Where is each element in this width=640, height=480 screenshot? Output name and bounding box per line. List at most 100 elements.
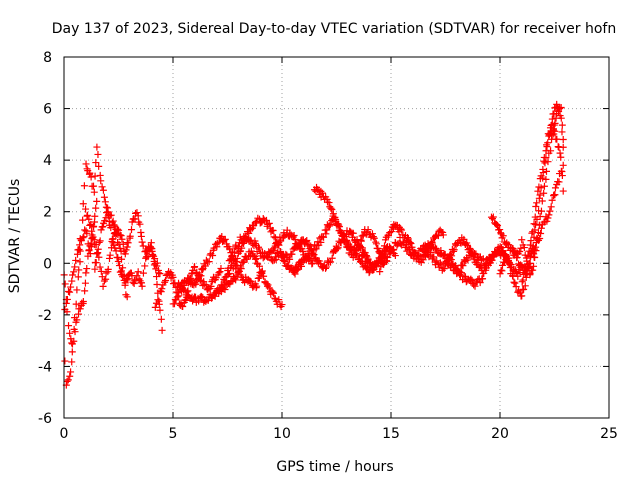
data-point bbox=[138, 282, 146, 290]
data-point bbox=[237, 265, 245, 273]
data-point bbox=[520, 244, 528, 252]
data-point bbox=[269, 288, 277, 296]
data-point bbox=[269, 226, 277, 234]
data-point bbox=[558, 121, 566, 129]
data-point bbox=[521, 282, 529, 290]
data-point bbox=[323, 226, 331, 234]
data-point bbox=[516, 247, 524, 255]
data-point bbox=[118, 235, 126, 243]
data-point bbox=[149, 251, 157, 259]
data-point bbox=[402, 241, 410, 249]
data-point bbox=[99, 223, 107, 231]
data-point bbox=[537, 224, 545, 232]
data-point bbox=[134, 212, 142, 220]
data-point bbox=[551, 127, 559, 135]
data-point bbox=[543, 217, 551, 225]
data-point bbox=[211, 292, 219, 300]
data-point bbox=[91, 265, 99, 273]
data-point bbox=[350, 245, 358, 253]
data-point bbox=[265, 219, 273, 227]
data-point bbox=[322, 230, 330, 238]
track-1 bbox=[61, 197, 101, 389]
data-point bbox=[532, 220, 540, 228]
data-point bbox=[93, 249, 101, 257]
data-point bbox=[550, 192, 558, 200]
data-point bbox=[96, 237, 104, 245]
data-point bbox=[216, 285, 224, 293]
data-point bbox=[489, 215, 497, 223]
data-point bbox=[358, 244, 366, 252]
data-point bbox=[511, 279, 519, 287]
data-point bbox=[79, 200, 87, 208]
data-point bbox=[441, 250, 449, 258]
data-point bbox=[217, 264, 225, 272]
data-point bbox=[390, 246, 398, 254]
data-point bbox=[322, 264, 330, 272]
data-point bbox=[518, 236, 526, 244]
data-point bbox=[506, 264, 514, 272]
data-point bbox=[124, 239, 132, 247]
data-point bbox=[70, 268, 78, 276]
data-point bbox=[82, 269, 90, 277]
data-point bbox=[557, 114, 565, 122]
data-point bbox=[546, 207, 554, 215]
data-point bbox=[155, 269, 163, 277]
data-point bbox=[181, 286, 189, 294]
data-point bbox=[530, 233, 538, 241]
data-point bbox=[359, 231, 367, 239]
data-point bbox=[382, 253, 390, 261]
data-point bbox=[302, 237, 310, 245]
data-point bbox=[291, 235, 299, 243]
data-point bbox=[264, 254, 272, 262]
data-point bbox=[205, 258, 213, 266]
data-point bbox=[232, 257, 240, 265]
data-point bbox=[146, 243, 154, 251]
data-point bbox=[294, 265, 302, 273]
x-tick-label: 10 bbox=[273, 426, 291, 442]
data-point bbox=[456, 268, 464, 276]
data-point bbox=[63, 377, 71, 385]
data-point bbox=[386, 250, 394, 258]
data-point bbox=[404, 244, 412, 252]
data-point bbox=[92, 259, 100, 267]
data-point bbox=[139, 242, 147, 250]
track-6 bbox=[169, 232, 266, 308]
data-point bbox=[433, 257, 441, 265]
data-point bbox=[86, 221, 94, 229]
data-point bbox=[195, 271, 203, 279]
data-point bbox=[79, 298, 87, 306]
data-point bbox=[251, 255, 259, 263]
data-point bbox=[238, 238, 246, 246]
data-point bbox=[225, 269, 233, 277]
data-point bbox=[100, 193, 108, 201]
data-point bbox=[255, 262, 263, 270]
data-point bbox=[325, 199, 333, 207]
data-point bbox=[528, 229, 536, 237]
data-point bbox=[245, 229, 253, 237]
data-point bbox=[252, 255, 260, 263]
data-point bbox=[542, 147, 550, 155]
data-point bbox=[278, 301, 286, 309]
data-point bbox=[286, 255, 294, 263]
data-point bbox=[295, 259, 303, 267]
data-point bbox=[543, 141, 551, 149]
data-point bbox=[102, 275, 110, 283]
data-point bbox=[381, 242, 388, 250]
data-point bbox=[352, 247, 360, 255]
data-point bbox=[151, 303, 159, 311]
data-point bbox=[527, 237, 535, 245]
data-point bbox=[61, 357, 69, 365]
data-point bbox=[333, 245, 341, 253]
data-point bbox=[542, 175, 550, 183]
data-point bbox=[83, 229, 91, 237]
data-point bbox=[158, 285, 166, 293]
data-point bbox=[128, 226, 136, 234]
data-point bbox=[509, 245, 517, 253]
data-point bbox=[555, 143, 563, 151]
data-point bbox=[153, 273, 161, 281]
data-point bbox=[275, 296, 283, 304]
data-point bbox=[105, 254, 113, 262]
data-point bbox=[461, 257, 469, 265]
track-5 bbox=[151, 263, 225, 311]
data-point bbox=[81, 279, 89, 287]
